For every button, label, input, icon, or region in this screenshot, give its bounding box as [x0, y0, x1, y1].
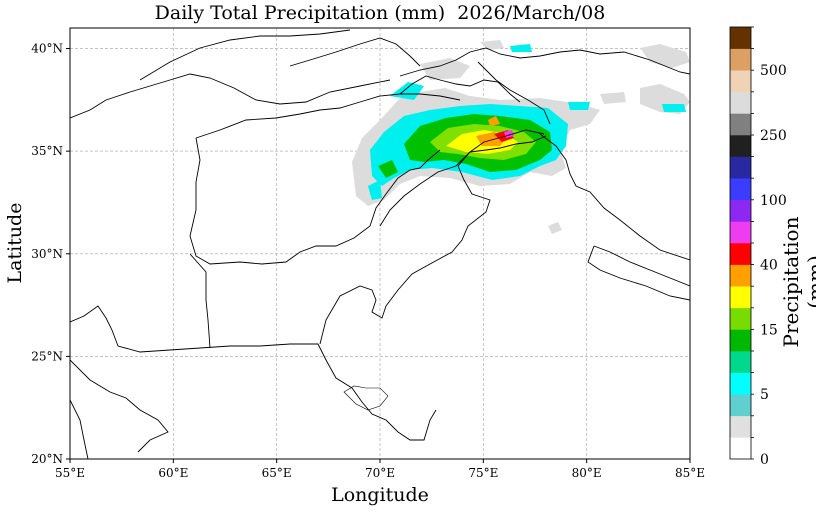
x-tick-label: 60°E	[158, 466, 188, 480]
border-nepal	[593, 245, 690, 287]
border-turkmen-north	[139, 29, 351, 81]
x-tick-label: 80°E	[572, 466, 602, 480]
colorbar-bin	[730, 48, 751, 71]
coastlines-borders	[70, 29, 690, 459]
border-nepal-south	[587, 245, 690, 301]
colorbar-tick-label: 500	[760, 63, 787, 79]
colorbar-bin	[730, 113, 751, 136]
border-tajik-afghan	[399, 75, 521, 103]
border-kashmir-loc	[469, 135, 547, 153]
colorbar-tick-label: 15	[760, 322, 778, 338]
coastline-oman	[70, 359, 169, 453]
colorbar-tick-label: 250	[760, 128, 787, 144]
colorbar-bin	[730, 307, 751, 330]
caspian-shore	[70, 73, 391, 119]
colorbar-bin	[730, 156, 751, 179]
colorbar-bin	[730, 264, 751, 287]
x-tick-label: 65°E	[262, 466, 292, 480]
colorbar: 0 5 15 40 100 250 500	[729, 26, 787, 468]
x-tick-label: 70°E	[365, 466, 395, 480]
x-axis-ticks: 55°E 60°E 65°E 70°E 75°E 80°E 85°E	[55, 459, 705, 480]
x-tick-label: 85°E	[675, 466, 705, 480]
colorbar-bin	[730, 221, 751, 244]
border-india-china	[539, 133, 690, 261]
y-axis-label: Latitude	[4, 202, 26, 284]
colorbar-bin	[730, 135, 751, 157]
coastline-arabian-sea	[70, 305, 437, 441]
y-tick-label: 40°N	[31, 42, 63, 56]
y-axis-ticks: 20°N 25°N 30°N 35°N 40°N	[31, 42, 70, 466]
border-uzbek	[289, 37, 421, 67]
colorbar-bin	[730, 329, 751, 352]
colorbar-bin	[730, 286, 751, 309]
colorbar-bin	[730, 437, 751, 460]
colorbar-bin	[730, 199, 751, 222]
border-iran-afghanistan	[189, 137, 441, 265]
colorbar-bin	[730, 415, 751, 438]
y-tick-label: 30°N	[31, 247, 63, 261]
colorbar-bin	[730, 178, 751, 201]
colorbar-bin	[730, 27, 751, 49]
colorbar-bin	[730, 243, 751, 265]
x-tick-label: 75°E	[468, 466, 498, 480]
colorbar-bin	[730, 91, 751, 114]
y-tick-label: 35°N	[31, 144, 63, 158]
colorbar-tick-label: 5	[760, 387, 769, 403]
colorbar-bin	[730, 70, 751, 93]
border-pakistan-iran	[189, 253, 211, 349]
x-tick-label: 55°E	[55, 466, 85, 480]
colorbar-bin	[730, 351, 751, 373]
colorbar-bin	[730, 394, 751, 417]
colorbar-tick-label: 100	[760, 193, 787, 209]
colorbar-tick-label: 0	[760, 452, 769, 468]
border-kyrgyz-tajik	[399, 47, 690, 77]
colorbar-label: Precipitation (mm)	[779, 216, 816, 348]
y-tick-label: 20°N	[31, 452, 63, 466]
border-afghanistan-north	[195, 93, 461, 139]
y-tick-label: 25°N	[31, 349, 63, 363]
coastline-gujarat	[343, 385, 389, 411]
colorbar-bin	[730, 372, 751, 395]
border-pakistan-afghanistan	[379, 151, 471, 227]
border-china-west	[477, 61, 551, 125]
x-axis-label: Longitude	[331, 484, 429, 506]
colorbar-tick-label: 40	[760, 258, 778, 274]
map-title: Daily Total Precipitation (mm) 2026/Marc…	[154, 2, 606, 24]
coastline-arabia	[70, 399, 89, 459]
